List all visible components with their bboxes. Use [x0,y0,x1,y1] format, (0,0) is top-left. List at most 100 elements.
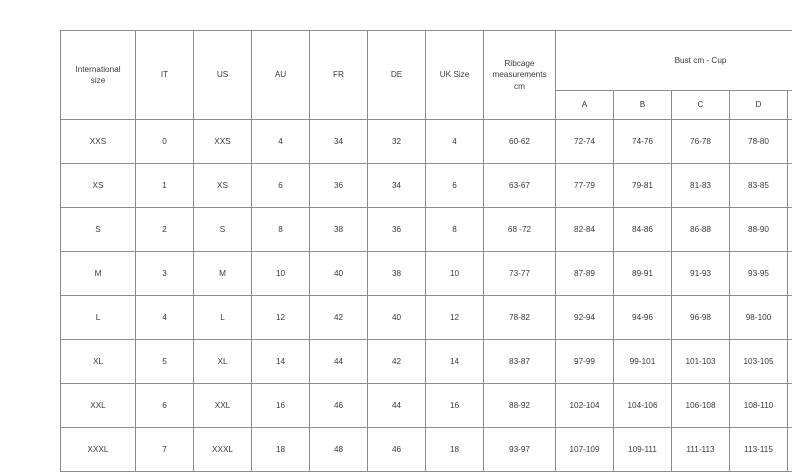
cell-bust-c: 81-83 [672,164,730,208]
cell-bust-edd: 110-112 [788,384,792,428]
cell-au: 8 [252,208,310,252]
column-header-cup-b: B [614,91,672,120]
cell-bust-b: 74-76 [614,120,672,164]
cell-uk-size: 16 [426,384,484,428]
cell-international-size: XXL [61,384,136,428]
cell-bust-c: 91-93 [672,252,730,296]
cell-it: 1 [136,164,194,208]
cell-bust-b: 84-86 [614,208,672,252]
cell-ribcage: 88-92 [484,384,556,428]
cell-bust-edd: 85-87 [788,164,792,208]
cell-us: XXL [194,384,252,428]
cell-bust-d: 88-90 [730,208,788,252]
cell-bust-c: 76-78 [672,120,730,164]
cell-ribcage: 68 -72 [484,208,556,252]
cell-fr: 36 [310,164,368,208]
column-header-international-size: International size [61,31,136,120]
table-row: M 3 M 10 40 38 10 73-77 87-89 89-91 91-9… [61,252,792,296]
cell-bust-c: 101-103 [672,340,730,384]
cell-bust-a: 77-79 [556,164,614,208]
cell-bust-b: 99-101 [614,340,672,384]
cell-us: XXXL [194,428,252,472]
table-body: XXS 0 XXS 4 34 32 4 60-62 72-74 74-76 76… [61,120,792,472]
cell-bust-b: 109-111 [614,428,672,472]
table-row: L 4 L 12 42 40 12 78-82 92-94 94-96 96-9… [61,296,792,340]
cell-au: 6 [252,164,310,208]
cell-uk-size: 8 [426,208,484,252]
cell-us: XL [194,340,252,384]
table-row: XXXL 7 XXXL 18 48 46 18 93-97 107-109 10… [61,428,792,472]
cell-bust-edd: 90-92 [788,208,792,252]
column-header-de: DE [368,31,426,120]
cell-uk-size: 4 [426,120,484,164]
cell-uk-size: 12 [426,296,484,340]
cell-bust-d: 103-105 [730,340,788,384]
column-header-it: IT [136,31,194,120]
cell-fr: 48 [310,428,368,472]
cell-ribcage: 93-97 [484,428,556,472]
cell-au: 18 [252,428,310,472]
cell-uk-size: 18 [426,428,484,472]
cell-fr: 44 [310,340,368,384]
cell-bust-a: 97-99 [556,340,614,384]
cell-fr: 38 [310,208,368,252]
cell-international-size: XL [61,340,136,384]
cell-bust-a: 82-84 [556,208,614,252]
cell-de: 44 [368,384,426,428]
cell-de: 42 [368,340,426,384]
cell-international-size: XS [61,164,136,208]
cell-de: 46 [368,428,426,472]
cell-bust-d: 108-110 [730,384,788,428]
cell-bust-a: 72-74 [556,120,614,164]
cell-us: S [194,208,252,252]
cell-bust-c: 96-98 [672,296,730,340]
cell-bust-c: 86-88 [672,208,730,252]
cell-bust-a: 102-104 [556,384,614,428]
cell-au: 14 [252,340,310,384]
cell-international-size: S [61,208,136,252]
cell-de: 32 [368,120,426,164]
cell-au: 12 [252,296,310,340]
column-header-ribcage-measurements: Ribcage measurements cm [484,31,556,120]
cell-bust-edd: 95-97 [788,252,792,296]
cell-bust-b: 104-106 [614,384,672,428]
cell-de: 40 [368,296,426,340]
cell-fr: 40 [310,252,368,296]
column-header-bust-cm-cup-group: Bust cm - Cup [556,31,792,91]
cell-bust-b: 94-96 [614,296,672,340]
cell-au: 4 [252,120,310,164]
cell-bust-d: 83-85 [730,164,788,208]
cell-international-size: XXXL [61,428,136,472]
cell-bust-edd: 105-107 [788,340,792,384]
cell-fr: 46 [310,384,368,428]
cell-ribcage: 73-77 [484,252,556,296]
cell-it: 5 [136,340,194,384]
cell-uk-size: 14 [426,340,484,384]
cell-us: L [194,296,252,340]
cell-bust-d: 113-115 [730,428,788,472]
cell-us: XS [194,164,252,208]
cell-bust-d: 93-95 [730,252,788,296]
size-conversion-table: International size IT US AU FR DE UK Siz… [60,30,792,472]
cell-au: 10 [252,252,310,296]
column-header-us: US [194,31,252,120]
table-row: XL 5 XL 14 44 42 14 83-87 97-99 99-101 1… [61,340,792,384]
cell-bust-a: 92-94 [556,296,614,340]
table-row: XXS 0 XXS 4 34 32 4 60-62 72-74 74-76 76… [61,120,792,164]
cell-it: 3 [136,252,194,296]
cell-uk-size: 6 [426,164,484,208]
cell-it: 2 [136,208,194,252]
cell-bust-c: 106-108 [672,384,730,428]
table-row: S 2 S 8 38 36 8 68 -72 82-84 84-86 86-88… [61,208,792,252]
cell-bust-edd: 80-82 [788,120,792,164]
cell-ribcage: 78-82 [484,296,556,340]
cell-bust-c: 111-113 [672,428,730,472]
cell-de: 38 [368,252,426,296]
cell-bust-edd: 100-102 [788,296,792,340]
cell-de: 34 [368,164,426,208]
table-header: International size IT US AU FR DE UK Siz… [61,31,792,120]
column-header-cup-a: A [556,91,614,120]
cell-bust-b: 79-81 [614,164,672,208]
cell-bust-d: 78-80 [730,120,788,164]
